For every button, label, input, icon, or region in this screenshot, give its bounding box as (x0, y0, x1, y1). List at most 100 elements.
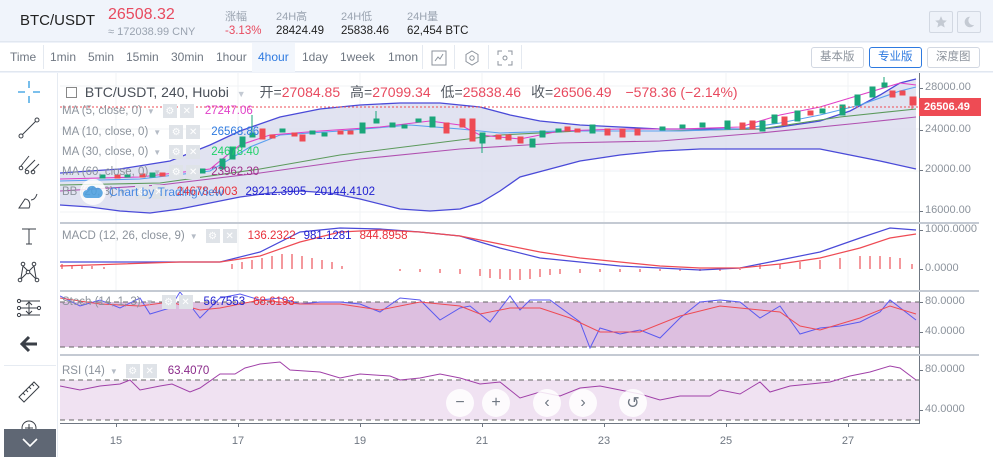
pane-divider[interactable] (60, 222, 979, 224)
crosshair-tool[interactable] (14, 77, 44, 107)
tab-1day[interactable]: 1day (302, 50, 329, 64)
tick (116, 423, 117, 427)
indicator-rsi[interactable]: RSI (14) ▼ ⚙ ✕ 63.4070 (62, 364, 210, 378)
indicator-bb[interactable]: BB (20, 3)▼ ⚙✕ 24678.4003 29212.3905 201… (62, 185, 375, 199)
chevron-down-icon: ▼ (109, 366, 118, 376)
close-icon[interactable]: ✕ (186, 145, 201, 159)
tick (919, 370, 923, 371)
tab-30min[interactable]: 30min (171, 50, 204, 64)
zoom-out-button[interactable]: − (446, 389, 474, 417)
divider (4, 365, 56, 366)
measure-range-tool[interactable] (14, 293, 44, 323)
ruler-tool[interactable] (14, 377, 44, 407)
price-pane[interactable] (60, 73, 919, 223)
close-icon[interactable]: ✕ (179, 104, 194, 118)
time-label: 27 (841, 435, 855, 447)
indicator-ma60[interactable]: MA (60, close, 0) ▼ ⚙ ✕ 23962.30 (62, 165, 260, 179)
tick (604, 423, 605, 427)
pro-version-button[interactable]: 专业版 (869, 47, 922, 68)
trend-line-tool[interactable] (14, 113, 44, 143)
tab-5min[interactable]: 5min (88, 50, 115, 64)
tab-1week[interactable]: 1week (340, 50, 375, 64)
settings-hex-icon (465, 50, 479, 66)
tick (848, 423, 849, 427)
cny-price: ≈ 172038.99 CNY (108, 26, 196, 38)
fullscreen-icon (497, 50, 513, 66)
theme-toggle-button[interactable] (957, 11, 981, 33)
pane-divider[interactable] (60, 290, 979, 292)
zoom-in-button[interactable]: + (482, 389, 510, 417)
tick (360, 423, 361, 427)
price-axis[interactable] (919, 73, 920, 223)
text-tool[interactable] (14, 221, 44, 251)
pattern-tool[interactable] (14, 257, 44, 287)
gear-icon[interactable]: ⚙ (134, 185, 149, 199)
pane-divider[interactable] (60, 354, 979, 356)
indicator-ma30[interactable]: MA (30, close, 0) ▼ ⚙ ✕ 24678.40 (62, 145, 260, 159)
tick (919, 230, 923, 231)
ruler-icon (18, 381, 40, 403)
back-button[interactable] (14, 329, 44, 359)
gear-icon[interactable]: ⚙ (169, 165, 184, 179)
close-icon[interactable]: ✕ (142, 364, 157, 378)
macd-axis[interactable] (919, 224, 920, 290)
rsi-axis-label: 80.0000 (925, 363, 965, 375)
close-icon[interactable]: ✕ (186, 125, 201, 139)
tab-time[interactable]: Time (10, 50, 37, 64)
gear-icon[interactable]: ⚙ (169, 125, 184, 139)
tick (919, 88, 923, 89)
macd-chart (60, 224, 917, 290)
indicator-macd[interactable]: MACD (12, 26, close, 9) ▼ ⚙ ✕ 136.2322 981… (62, 229, 408, 243)
indicator-ma5[interactable]: MA (5, close, 0) ▼ ⚙ ✕ 27247.06 (62, 104, 253, 118)
close-icon[interactable]: ✕ (222, 229, 237, 243)
tick (919, 211, 923, 212)
collapse-toolbar-button[interactable] (4, 429, 56, 457)
collapse-legend-icon[interactable] (66, 87, 77, 98)
chevron-down-icon (22, 438, 38, 448)
indicator-ma10[interactable]: MA (10, close, 0) ▼ ⚙ ✕ 26568.86 (62, 125, 260, 139)
current-price-tag: 26506.49 (919, 98, 981, 116)
scroll-right-button[interactable]: › (569, 389, 597, 417)
tab-1mon[interactable]: 1mon (388, 50, 419, 64)
fullscreen-button[interactable] (495, 48, 515, 68)
tab-15min[interactable]: 15min (126, 50, 159, 64)
favorite-button[interactable] (929, 11, 953, 33)
macd-pane[interactable] (60, 224, 919, 290)
indicator-stoch[interactable]: Stoch (14, 1, 3) ▼ ⚙ ✕ 56.7553 68.6193 (62, 295, 295, 309)
rsi-axis[interactable] (919, 356, 920, 423)
reset-chart-button[interactable]: ↺ (619, 389, 647, 417)
symbol-label: BTC/USDT, 240, Huobi (84, 84, 229, 100)
main-legend: BTC/USDT, 240, Huobi ▼ 开=27084.85 高=2709… (66, 82, 738, 102)
depth-chart-button[interactable]: 深度图 (927, 47, 980, 68)
gear-icon[interactable]: ⚙ (162, 104, 177, 118)
stoch-pane[interactable] (60, 292, 919, 354)
gear-icon[interactable]: ⚙ (125, 364, 140, 378)
scroll-left-button[interactable]: ‹ (533, 389, 561, 417)
indicator-button[interactable] (429, 48, 449, 68)
gear-icon[interactable]: ⚙ (161, 295, 176, 309)
chart-toolbar: Time 1min 5min 15min 30min 1hour 4hour 1… (0, 43, 993, 72)
basic-version-button[interactable]: 基本版 (811, 47, 864, 68)
settings-button[interactable] (462, 48, 482, 68)
stat-24h-low: 24H低 25838.46 (341, 11, 389, 37)
gear-icon[interactable]: ⚙ (169, 145, 184, 159)
gear-icon[interactable]: ⚙ (205, 229, 220, 243)
close-icon[interactable]: ✕ (151, 185, 166, 199)
tradingview-watermark[interactable]: Chart by TradingView (80, 179, 224, 205)
time-axis[interactable] (60, 423, 920, 424)
pitchfork-tool[interactable] (14, 149, 44, 179)
stoch-axis-label: 40.0000 (925, 325, 965, 337)
tab-1min[interactable]: 1min (50, 50, 77, 64)
brush-tool[interactable] (14, 185, 44, 215)
tick (238, 423, 239, 427)
close-icon[interactable]: ✕ (178, 295, 193, 309)
chart-container[interactable]: BTC/USDT, 240, Huobi ▼ 开=27084.85 高=2709… (58, 73, 993, 457)
chevron-down-icon: ▼ (145, 297, 154, 307)
tick (919, 130, 923, 131)
chevron-down-icon[interactable]: ▼ (236, 89, 246, 99)
tab-1hour[interactable]: 1hour (216, 50, 247, 64)
stoch-axis[interactable] (919, 292, 920, 354)
tab-4hour[interactable]: 4hour (252, 43, 295, 72)
close-icon[interactable]: ✕ (186, 165, 201, 179)
